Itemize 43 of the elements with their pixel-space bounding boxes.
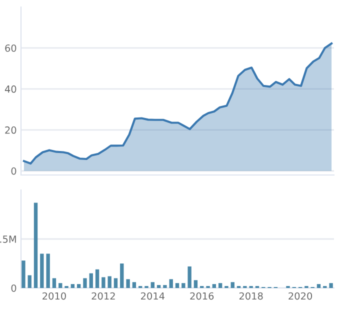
bar [329,283,333,288]
bar [188,266,192,288]
bar [70,284,75,288]
bar [150,282,154,288]
bar [156,285,161,288]
y-tick-label: 20 [5,126,16,134]
bar [34,202,38,288]
y-tick-label: 60 [5,44,16,52]
bar [230,282,234,288]
bar [114,278,118,288]
x-tick-label: 2014 [140,292,164,300]
bar [163,285,167,288]
bar [95,269,100,288]
bar [28,275,32,288]
bar [212,284,216,288]
y-tick-label: .5M [0,236,16,243]
bar [89,273,93,288]
bar [169,279,173,288]
bar [316,284,321,288]
y-tick-label: 0 [11,167,16,175]
x-tick-label: 2012 [92,292,115,300]
bar [102,277,106,288]
x-tick-label: 2018 [239,292,263,300]
x-tick-label: 2016 [190,292,214,300]
bar [218,283,222,288]
bar [83,278,87,288]
x-tick-label: 2020 [288,292,312,300]
bar [46,254,50,288]
bar [132,282,136,288]
y-tick-label: 0 [11,284,16,292]
bar [108,276,112,288]
bar [58,283,62,288]
bar [52,278,56,288]
y-tick-label: 40 [4,85,16,93]
bar [120,264,124,288]
x-tick-label: 2010 [42,292,66,300]
bar [22,260,26,288]
bar [76,284,81,288]
bar [126,279,130,288]
bar [182,283,186,288]
bar [40,254,44,288]
bar [194,280,198,288]
bar [175,283,180,288]
